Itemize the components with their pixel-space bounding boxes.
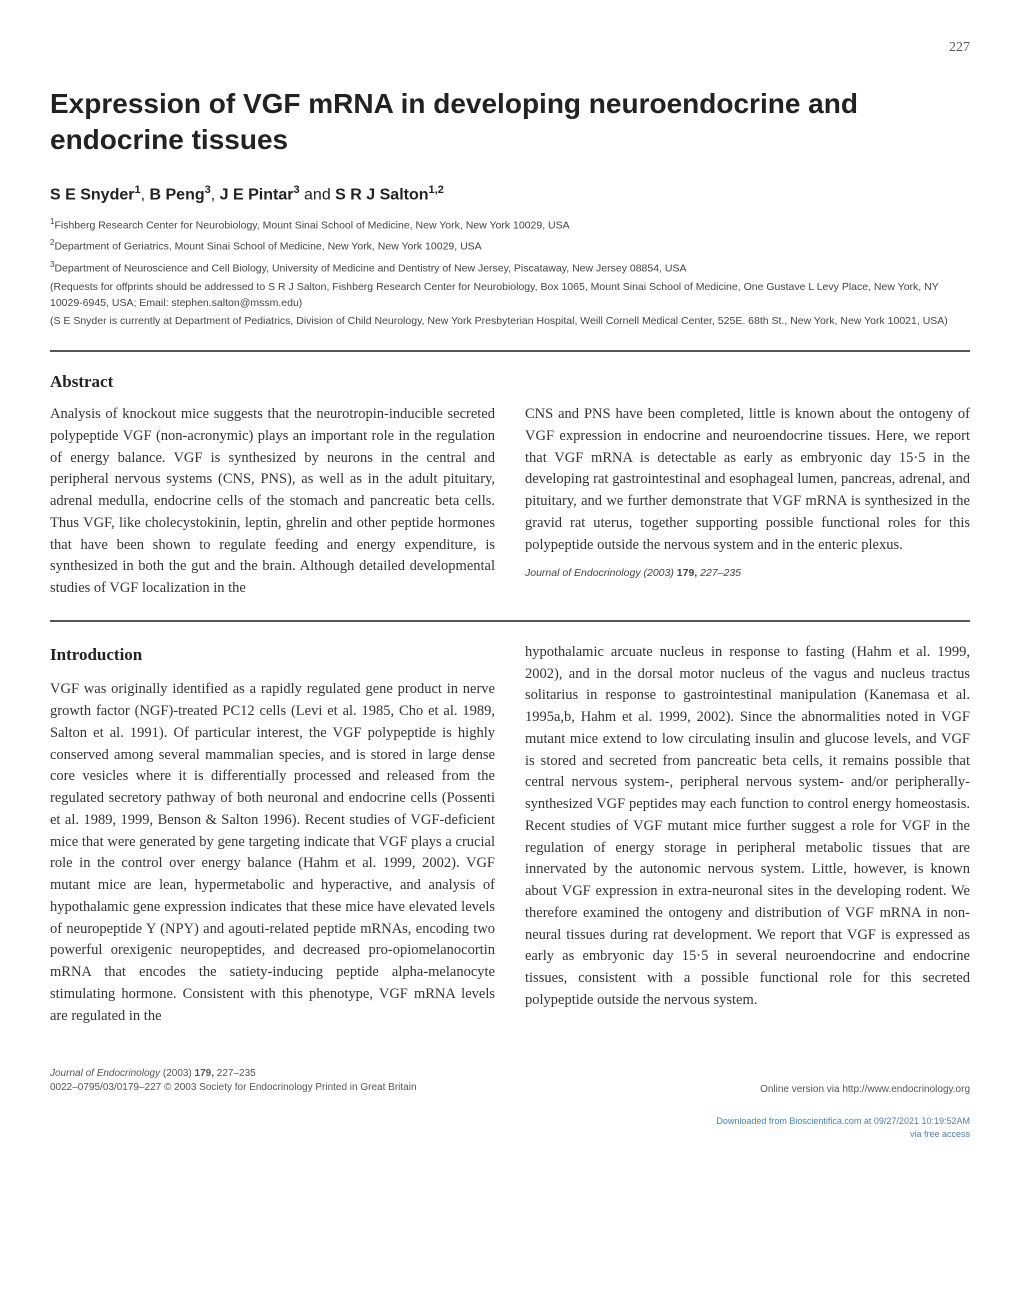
author-name: S E Snyder [50,186,134,203]
introduction-body: Introduction VGF was originally identifi… [50,642,970,1028]
footer-copyright: 0022–0795/03/0179–227 © 2003 Society for… [50,1082,417,1093]
author-name: S R J Salton [335,186,428,203]
article-title: Expression of VGF mRNA in developing neu… [50,86,970,159]
abstract-heading: Abstract [50,372,970,392]
intro-col-right: hypothalamic arcuate nucleus in response… [525,642,970,1028]
divider [50,620,970,622]
footer-year: (2003) [163,1068,192,1079]
download-watermark: Downloaded from Bioscientifica.com at 09… [50,1115,970,1140]
introduction-text: hypothalamic arcuate nucleus in response… [525,642,970,1012]
abstract-body: Analysis of knockout mice suggests that … [50,404,970,600]
footer-left: Journal of Endocrinology (2003) 179, 227… [50,1067,417,1095]
affiliation: 1Fishberg Research Center for Neurobiolo… [50,216,970,234]
abstract-citation: Journal of Endocrinology (2003) 179, 227… [525,566,970,582]
citation-volume: 179, [677,567,697,579]
page-number: 227 [50,40,970,56]
affiliation: 2Department of Geriatrics, Mount Sinai S… [50,237,970,255]
citation-pages: 227–235 [700,567,741,579]
authors-line: S E Snyder1, B Peng3, J E Pintar3 and S … [50,184,970,204]
abstract-col-left: Analysis of knockout mice suggests that … [50,404,495,600]
watermark-line2: via free access [910,1129,970,1139]
abstract-col-right: CNS and PNS have been completed, little … [525,404,970,600]
citation-journal: Journal of Endocrinology [525,567,641,579]
correspondence: (Requests for offprints should be addres… [50,280,970,312]
author-sup: 1 [134,184,140,196]
affiliation-text: Department of Neuroscience and Cell Biol… [54,262,686,274]
watermark-line1: Downloaded from Bioscientifica.com at 09… [716,1116,970,1126]
citation-year: (2003) [644,567,674,579]
footer-pages: 227–235 [217,1068,256,1079]
abstract-text: CNS and PNS have been completed, little … [525,404,970,556]
author-sup: 3 [293,184,299,196]
affiliation-text: Department of Geriatrics, Mount Sinai Sc… [54,241,481,253]
affiliation: 3Department of Neuroscience and Cell Bio… [50,259,970,277]
footer-journal: Journal of Endocrinology [50,1068,160,1079]
author-name: J E Pintar [220,186,294,203]
intro-col-left: Introduction VGF was originally identifi… [50,642,495,1028]
author-name: B Peng [150,186,205,203]
author-sup: 1,2 [429,184,444,196]
affiliation-text: Fishberg Research Center for Neurobiolog… [54,220,569,232]
page-footer: Journal of Endocrinology (2003) 179, 227… [50,1067,970,1095]
author-sup: 3 [205,184,211,196]
introduction-text: VGF was originally identified as a rapid… [50,679,495,1027]
footer-right: Online version via http://www.endocrinol… [760,1084,970,1095]
abstract-text: Analysis of knockout mice suggests that … [50,404,495,600]
correspondence: (S E Snyder is currently at Department o… [50,314,970,330]
footer-volume: 179, [195,1068,214,1079]
introduction-heading: Introduction [50,642,495,668]
divider [50,350,970,352]
